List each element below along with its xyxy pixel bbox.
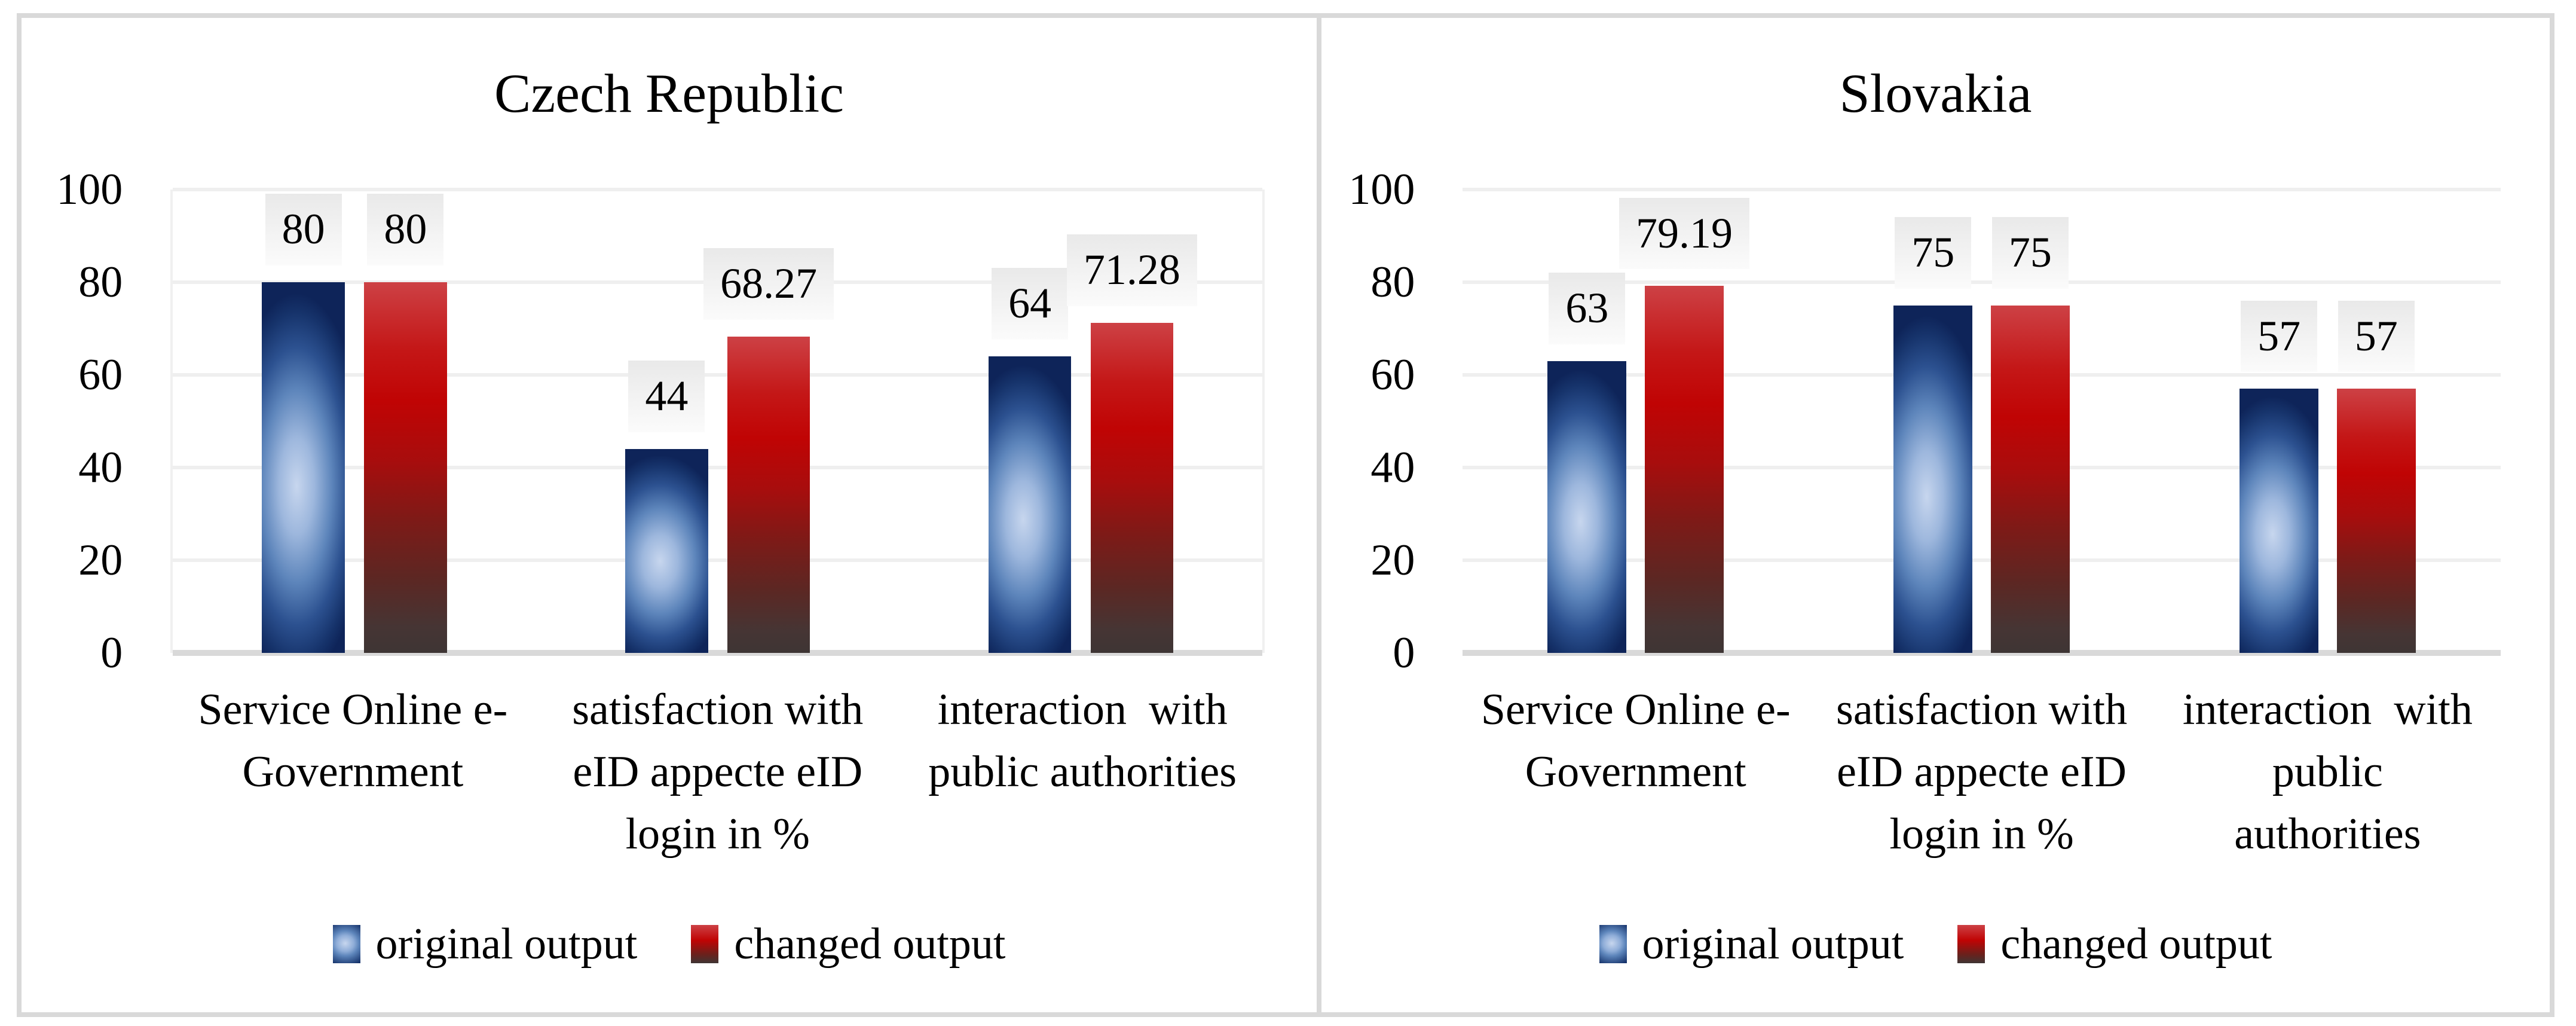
x-axis-line (173, 650, 1263, 656)
legend-swatch-blue-icon (332, 925, 360, 963)
gridline-60 (1463, 373, 2501, 377)
gridline-40 (173, 466, 1263, 469)
data-label-text: 79.19 (1636, 209, 1733, 257)
category-label: interaction with public authorities (2182, 685, 2473, 859)
bar-original-output: 57 (2240, 300, 2319, 653)
y-axis-tick-label: 80 (1370, 258, 1415, 307)
data-label: 44 (628, 361, 705, 432)
gridline-20 (1463, 558, 2501, 562)
legend-label: changed output (734, 920, 1006, 969)
data-label: 71.28 (1066, 234, 1197, 306)
legend-swatch-red-icon (1957, 925, 1985, 963)
bar-changed-output: 68.27 (703, 248, 834, 653)
panel-czech-republic: Czech Republic 100 80 60 40 20 0 80 (22, 18, 1317, 1012)
y-axis-tick-label: 80 (78, 258, 123, 307)
bar-groups: 80 80 44 68.27 (173, 190, 1262, 653)
gridline-100 (1463, 188, 2501, 191)
x-axis-line (1463, 650, 2501, 656)
gridline-80 (1463, 280, 2501, 284)
y-axis-tick-label: 0 (100, 628, 123, 677)
plot-area: 63 79.19 75 75 (1463, 188, 2501, 656)
category-axis-labels: Service Online e- Government satisfactio… (1463, 679, 2501, 865)
chart-title: Czech Republic (494, 63, 845, 124)
data-label-text: 75 (2008, 228, 2052, 277)
bar-changed-output: 71.28 (1066, 234, 1197, 653)
legend-item-original-output: original output (1599, 922, 1904, 966)
legend-swatch-red-icon (691, 925, 719, 963)
panel-divider (1317, 18, 1321, 1012)
data-label-text: 80 (282, 205, 325, 254)
bar-original-output: 64 (988, 268, 1072, 653)
gridline-100 (173, 188, 1263, 191)
legend: original output changed output (1321, 922, 2550, 966)
y-axis-tick-label: 60 (1370, 350, 1415, 399)
data-label: 57 (2338, 300, 2415, 372)
legend-item-changed-output: changed output (1957, 922, 2272, 966)
bar-group: 80 80 (173, 190, 536, 653)
y-axis-tick-label: 100 (56, 165, 123, 214)
data-label: 79.19 (1619, 197, 1750, 270)
data-label: 57 (2241, 300, 2318, 372)
data-label: 64 (992, 268, 1069, 340)
bar-changed-output: 57 (2336, 300, 2416, 653)
y-axis-tick-label: 100 (1348, 165, 1415, 214)
y-axis-tick-label: 40 (78, 443, 123, 492)
data-label-text: 75 (1911, 228, 1955, 277)
data-label: 75 (1991, 217, 2069, 289)
data-label-text: 44 (645, 372, 689, 420)
legend: original output changed output (22, 922, 1317, 966)
bar-group: 75 75 (1809, 190, 2155, 653)
legend-label: original output (375, 920, 638, 969)
panel-slovakia: Slovakia 100 80 60 40 20 0 63 (1321, 18, 2550, 1012)
data-label: 80 (265, 194, 342, 265)
bar-changed-output: 75 (1990, 217, 2070, 653)
y-axis-tick-label: 60 (78, 350, 123, 399)
data-label-text: 64 (1008, 279, 1052, 328)
category-label: satisfaction with eID appecte eID login … (1836, 685, 2128, 859)
data-label: 63 (1549, 273, 1626, 344)
category-axis-labels: Service Online e- Government satisfactio… (170, 679, 1265, 865)
gridline-60 (173, 373, 1263, 377)
bar-group: 44 68.27 (536, 190, 900, 653)
data-label: 68.27 (703, 248, 834, 320)
bar-original-output: 80 (262, 194, 345, 653)
bar-changed-output: 79.19 (1619, 197, 1750, 653)
chart-frame: Czech Republic 100 80 60 40 20 0 80 (17, 13, 2554, 1017)
data-label: 75 (1895, 217, 1972, 289)
bar-group: 57 57 (2155, 190, 2501, 653)
data-label-text: 63 (1565, 284, 1609, 332)
bar-group: 63 79.19 (1463, 190, 1809, 653)
y-axis-tick-label: 0 (1393, 628, 1415, 677)
y-axis-tick-label: 20 (1370, 536, 1415, 585)
bar-original-output: 63 (1547, 273, 1627, 653)
legend-label: changed output (2000, 920, 2272, 969)
bar-groups: 63 79.19 75 75 (1463, 190, 2501, 653)
category-label: Service Online e- Government (1480, 685, 1791, 796)
data-label-text: 57 (2257, 312, 2301, 360)
legend-swatch-blue-icon (1599, 925, 1627, 963)
y-axis-tick-label: 40 (1370, 443, 1415, 492)
legend-item-changed-output: changed output (691, 922, 1005, 966)
legend-item-original-output: original output (332, 920, 638, 969)
y-axis-tick-label: 20 (78, 536, 123, 585)
data-label-text: 80 (384, 205, 427, 254)
data-label-text: 71.28 (1083, 246, 1180, 294)
gridline-40 (1463, 466, 2501, 469)
data-label-text: 57 (2354, 312, 2398, 360)
bar-original-output: 75 (1893, 217, 1973, 653)
category-label: satisfaction with eID appecte eID login … (572, 685, 864, 859)
bar-original-output: 44 (625, 361, 708, 653)
category-label: Service Online e- Government (198, 685, 508, 796)
legend-label: original output (1642, 920, 1904, 969)
chart-title: Slovakia (1839, 63, 2032, 124)
category-label: interaction with public authorities (928, 685, 1237, 796)
bar-changed-output: 80 (364, 194, 447, 653)
data-label: 80 (367, 194, 444, 265)
bar-group: 64 71.28 (900, 190, 1263, 653)
data-label-text: 68.27 (720, 259, 818, 308)
plot-area: 80 80 44 68.27 (170, 188, 1265, 656)
gridline-20 (173, 558, 1263, 562)
